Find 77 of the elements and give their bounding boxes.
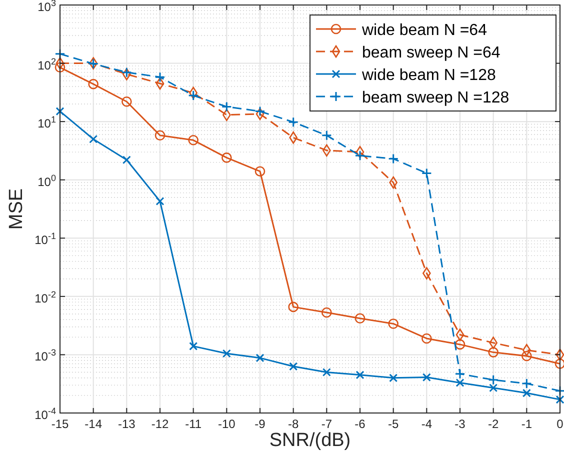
point [56, 57, 64, 70]
point [154, 130, 166, 141]
x-tick-label: -7 [321, 417, 332, 431]
point [556, 395, 564, 404]
point [488, 374, 499, 386]
point [222, 349, 231, 358]
point [489, 384, 498, 392]
point [389, 374, 398, 382]
point [422, 333, 432, 344]
y-tick-label: 10$^{2}$ [38, 56, 56, 72]
y-axis-title: MSE [6, 188, 27, 230]
point [256, 354, 264, 362]
x-tick-label: 0 [556, 417, 564, 431]
x-tick-label: -9 [254, 417, 266, 431]
point [456, 328, 464, 341]
x-tick-label: -8 [288, 417, 299, 431]
point [354, 150, 366, 161]
point [122, 156, 131, 164]
legend-label: wide beam N =128 [361, 67, 496, 84]
point [322, 368, 331, 377]
point [488, 347, 498, 358]
point [454, 339, 466, 350]
point [289, 362, 298, 371]
point [388, 154, 399, 164]
point [321, 130, 332, 141]
point [56, 107, 64, 116]
point [288, 302, 298, 312]
y-tick-label: 10$^{-3}$ [34, 348, 56, 364]
x-axis-title: SNR/(dB) [269, 430, 351, 451]
legend-label: beam sweep N =128 [362, 90, 510, 106]
x-tick-label: -1 [521, 417, 532, 431]
y-tick-label: 10$^{-1}$ [34, 231, 56, 248]
point [421, 168, 432, 178]
point [188, 135, 198, 146]
point [554, 386, 564, 396]
point [254, 166, 266, 176]
point [322, 307, 332, 318]
point [222, 152, 232, 163]
point [221, 101, 232, 112]
point [189, 342, 198, 350]
point [454, 368, 466, 380]
point [422, 373, 431, 382]
point [122, 96, 132, 107]
x-tick-label: -13 [118, 417, 136, 431]
legend-label: beam sweep N =64 [362, 44, 500, 62]
point [522, 388, 531, 398]
x-tick-label: -6 [354, 417, 366, 431]
x-tick-label: -2 [488, 417, 499, 431]
point [156, 196, 164, 206]
point [288, 116, 299, 128]
point [154, 72, 166, 82]
point [456, 378, 464, 388]
y-tick-label: 10$^{3}$ [38, 0, 56, 14]
legend-label: wide beam N =64 [361, 22, 488, 39]
point [388, 318, 398, 329]
point [54, 48, 66, 60]
y-tick-label: 10$^{0}$ [38, 172, 56, 189]
point [354, 313, 366, 324]
y-tick-label: 10$^{1}$ [38, 114, 56, 131]
point [254, 106, 266, 117]
x-tick-label: -4 [421, 417, 432, 431]
x-tick-label: -5 [388, 417, 399, 431]
point [188, 90, 199, 101]
point [554, 358, 564, 369]
point [121, 67, 132, 78]
point [89, 134, 98, 144]
point [88, 78, 98, 90]
x-tick-label: -10 [218, 417, 236, 431]
point [54, 62, 66, 73]
point [356, 370, 364, 380]
y-tick-label: 10$^{-2}$ [34, 289, 56, 306]
x-tick-label: -12 [151, 417, 169, 431]
x-tick-label: -3 [454, 417, 466, 431]
x-tick-label: -11 [185, 417, 202, 431]
point [521, 378, 532, 389]
x-tick-label: -14 [84, 417, 102, 431]
point [522, 350, 532, 362]
